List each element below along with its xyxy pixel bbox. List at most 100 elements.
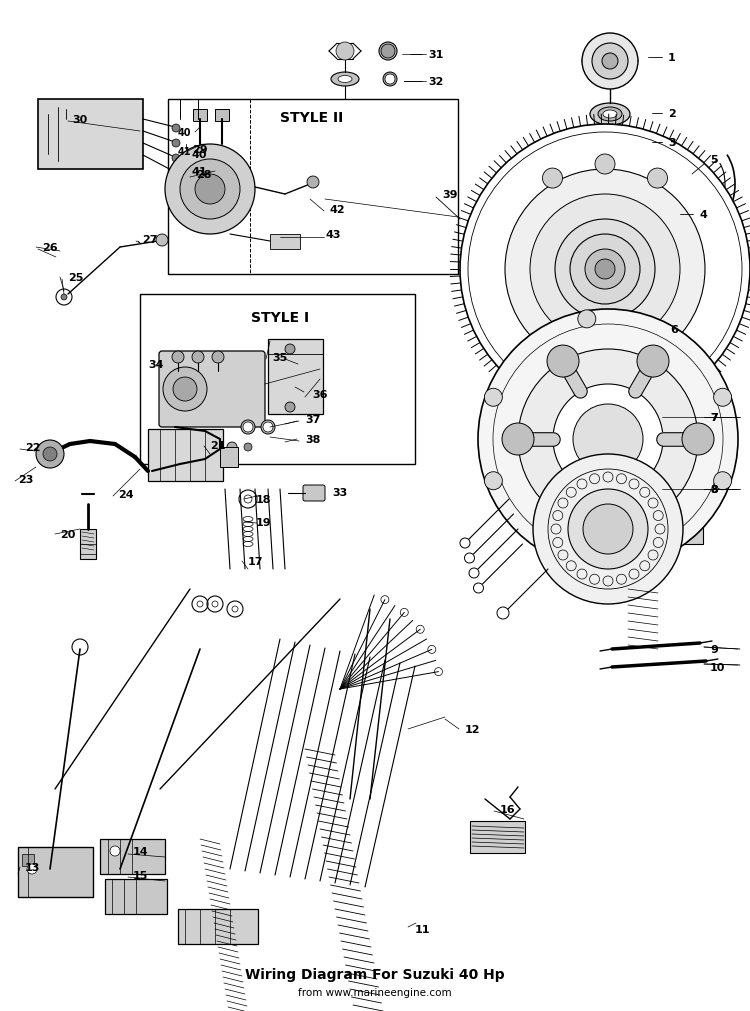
Circle shape	[180, 160, 240, 219]
Text: 26: 26	[42, 243, 58, 253]
FancyBboxPatch shape	[303, 485, 325, 501]
Ellipse shape	[582, 55, 638, 69]
Circle shape	[573, 404, 643, 474]
Circle shape	[110, 846, 120, 856]
Ellipse shape	[590, 58, 630, 66]
Circle shape	[595, 260, 615, 280]
Bar	[175, 120, 203, 165]
Circle shape	[542, 169, 562, 189]
Text: 9: 9	[710, 644, 718, 654]
Text: 40: 40	[178, 127, 191, 137]
Text: 17: 17	[248, 556, 263, 566]
Text: 29: 29	[192, 145, 208, 155]
Circle shape	[582, 34, 638, 90]
Circle shape	[172, 155, 180, 163]
Circle shape	[165, 145, 255, 235]
Ellipse shape	[588, 136, 632, 149]
Bar	[148, 430, 223, 481]
Circle shape	[192, 352, 204, 364]
Bar	[268, 340, 323, 415]
Bar	[598, 355, 612, 377]
Text: 41: 41	[192, 167, 208, 177]
Circle shape	[620, 551, 638, 568]
Text: 10: 10	[710, 662, 725, 672]
Text: STYLE I: STYLE I	[251, 310, 309, 325]
Circle shape	[172, 125, 180, 132]
Text: 21: 21	[210, 441, 226, 451]
Circle shape	[547, 501, 579, 534]
Text: 28: 28	[196, 170, 211, 180]
Bar	[215, 110, 229, 122]
Text: 38: 38	[305, 435, 320, 445]
Text: 6: 6	[670, 325, 678, 335]
Bar	[270, 235, 300, 250]
Circle shape	[533, 455, 683, 605]
Circle shape	[553, 384, 663, 494]
Text: 15: 15	[133, 870, 148, 881]
Circle shape	[43, 448, 57, 462]
Circle shape	[156, 235, 168, 247]
Circle shape	[212, 352, 224, 364]
Circle shape	[285, 402, 295, 412]
Text: 8: 8	[710, 484, 717, 494]
Text: 40: 40	[192, 150, 208, 160]
Ellipse shape	[331, 73, 359, 87]
Bar	[220, 448, 238, 467]
Circle shape	[195, 175, 225, 205]
Circle shape	[61, 295, 67, 300]
Circle shape	[547, 346, 579, 378]
Circle shape	[484, 389, 502, 406]
Bar	[38, 100, 143, 170]
Text: 8: 8	[710, 484, 718, 494]
Text: 2: 2	[668, 109, 676, 119]
Text: 37: 37	[305, 415, 320, 425]
Text: 24: 24	[118, 489, 134, 499]
Circle shape	[595, 155, 615, 175]
Text: 7: 7	[710, 412, 717, 423]
Text: 25: 25	[68, 273, 83, 283]
Circle shape	[637, 501, 669, 534]
Circle shape	[385, 75, 395, 85]
Circle shape	[36, 441, 64, 468]
Ellipse shape	[338, 77, 352, 84]
Circle shape	[714, 472, 732, 490]
Ellipse shape	[603, 111, 617, 119]
Circle shape	[172, 352, 184, 364]
Circle shape	[570, 235, 640, 304]
Circle shape	[583, 504, 633, 554]
Text: 4: 4	[700, 210, 708, 219]
Text: 35: 35	[272, 353, 287, 363]
Ellipse shape	[379, 42, 397, 61]
Circle shape	[578, 310, 596, 329]
Text: 18: 18	[256, 494, 272, 504]
Text: 20: 20	[60, 530, 75, 540]
Ellipse shape	[227, 443, 237, 453]
Bar	[105, 880, 167, 914]
Circle shape	[243, 423, 253, 433]
Circle shape	[568, 489, 648, 569]
Ellipse shape	[261, 421, 275, 435]
Text: 19: 19	[256, 518, 272, 528]
Ellipse shape	[590, 104, 630, 126]
Circle shape	[336, 42, 354, 61]
Bar	[80, 530, 96, 559]
Circle shape	[585, 250, 625, 290]
Text: 43: 43	[325, 229, 340, 240]
Ellipse shape	[598, 108, 622, 122]
Text: 30: 30	[72, 115, 87, 125]
Circle shape	[530, 195, 680, 345]
Text: 31: 31	[428, 50, 443, 60]
Circle shape	[555, 219, 655, 319]
Circle shape	[518, 350, 698, 530]
Text: STYLE II: STYLE II	[280, 111, 344, 125]
Text: 11: 11	[415, 924, 430, 934]
Text: 1: 1	[668, 53, 676, 63]
Text: 36: 36	[312, 389, 328, 399]
Circle shape	[27, 864, 37, 875]
Circle shape	[307, 177, 319, 189]
Circle shape	[478, 309, 738, 569]
Text: 14: 14	[133, 846, 148, 856]
Text: 42: 42	[330, 205, 346, 214]
Bar	[18, 847, 93, 897]
Circle shape	[285, 345, 295, 355]
